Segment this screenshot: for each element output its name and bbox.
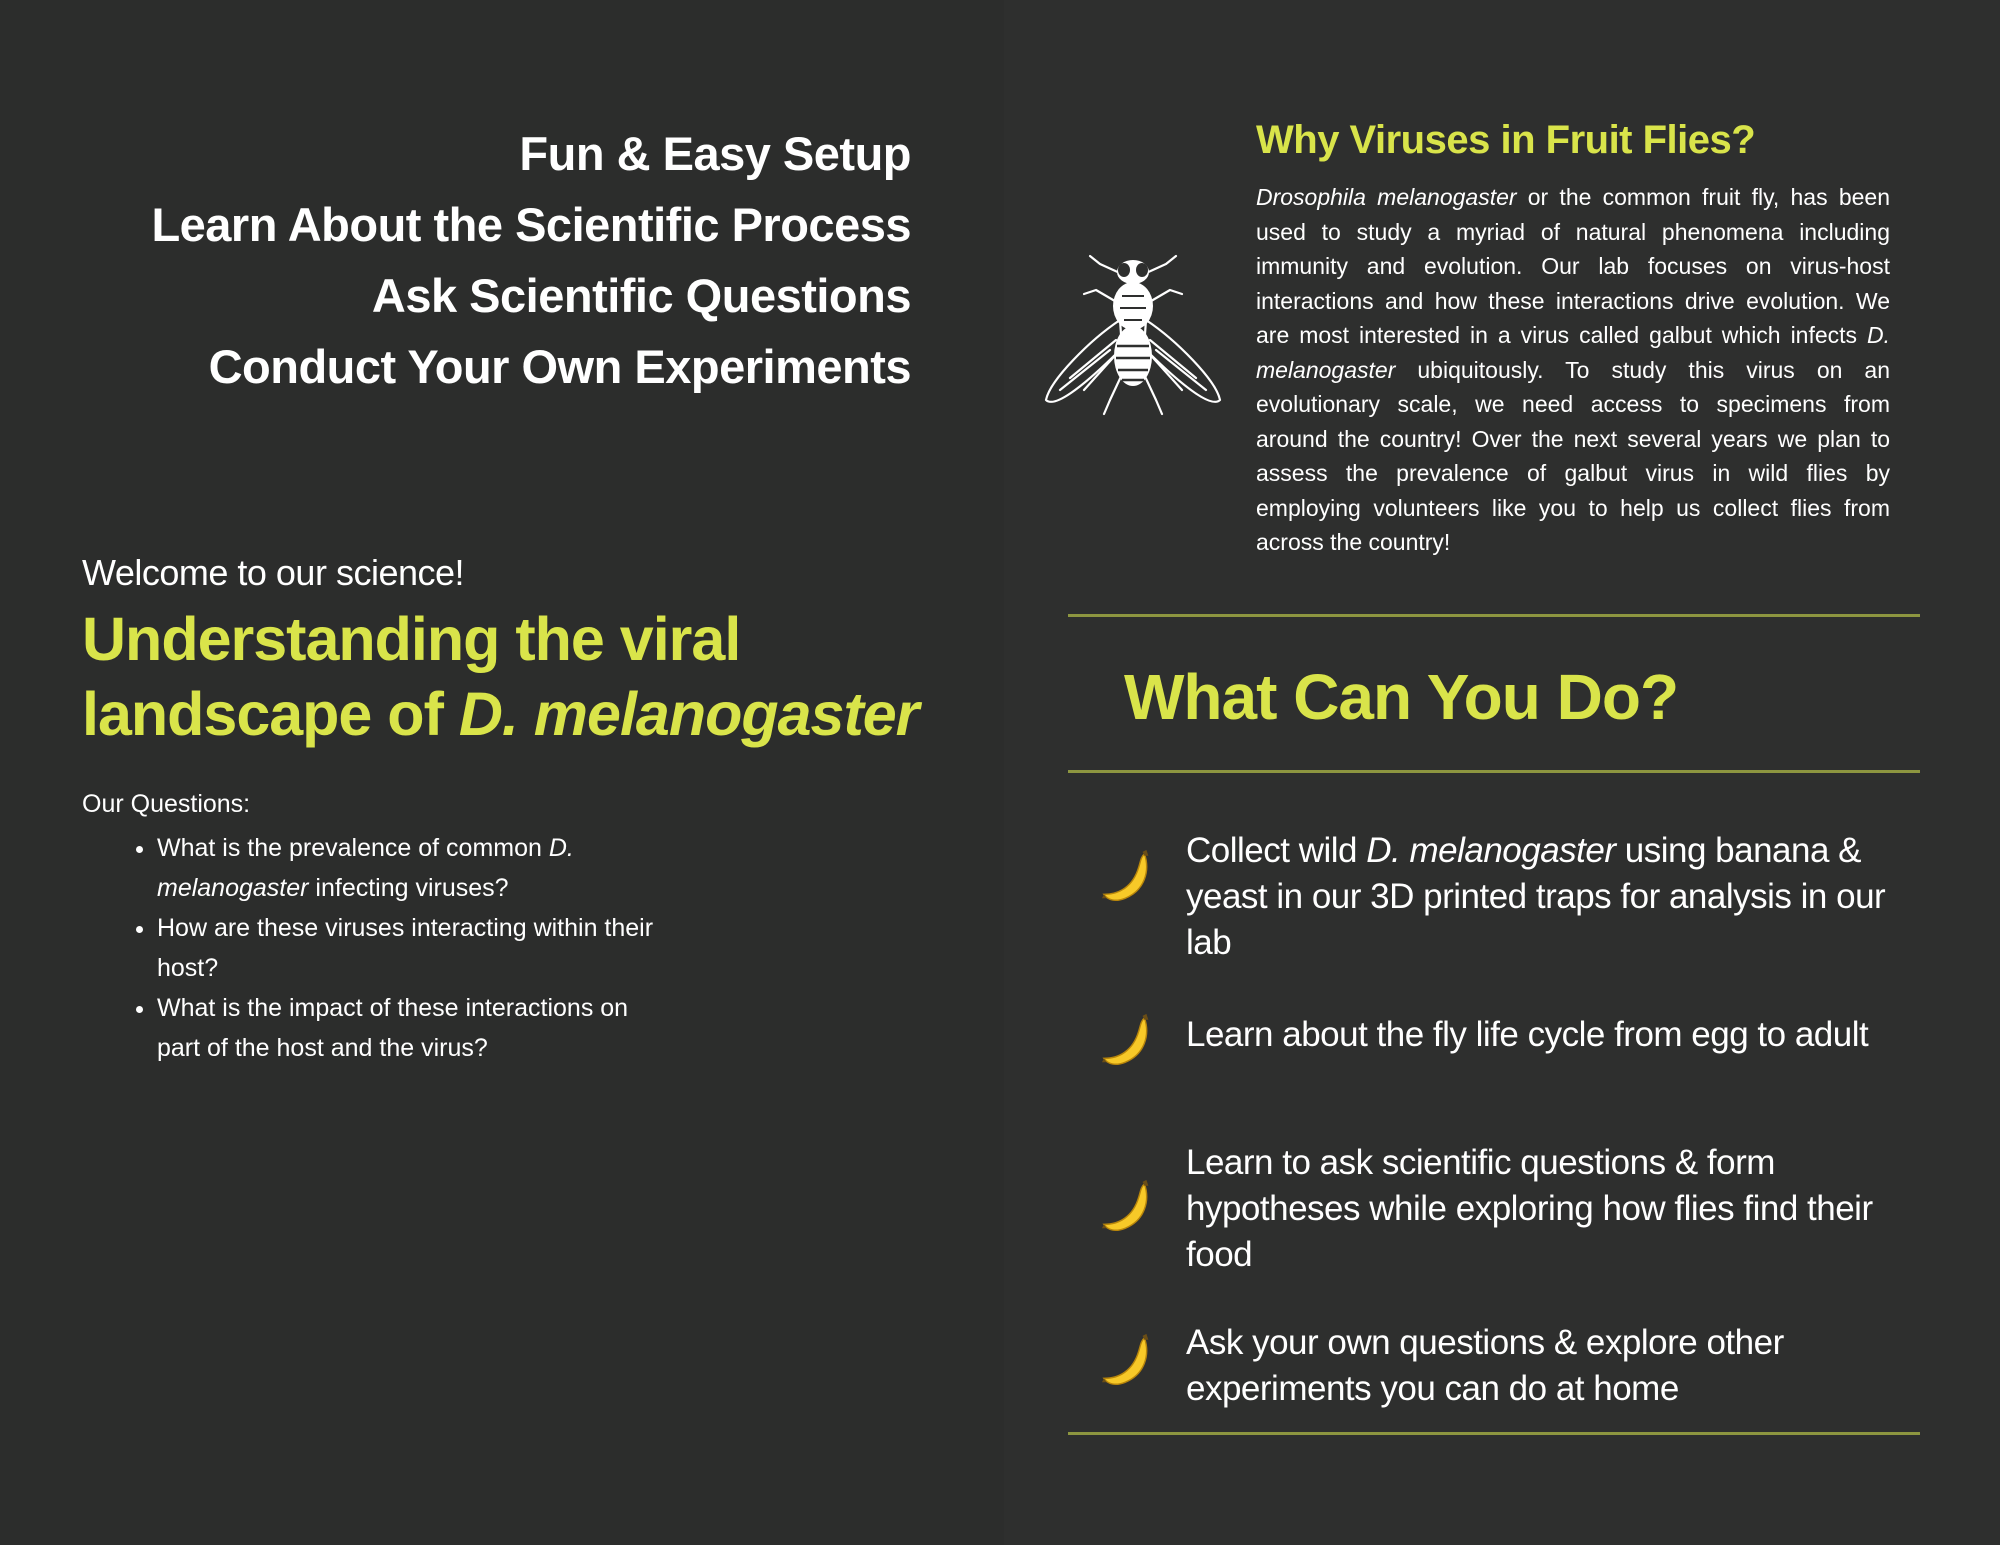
feature-item: Ask Scientific Questions (371, 269, 912, 322)
headline-text: landscape of (82, 680, 459, 748)
action-text-part: Collect wild (1186, 831, 1367, 870)
fly-illustration-icon (1040, 250, 1226, 420)
headline-line-2: landscape of D. melanogaster (82, 677, 962, 752)
questions-label: Our Questions: (82, 790, 251, 818)
divider (1068, 1432, 1920, 1435)
paragraph-text: or the common fruit fly, has been used t… (1256, 184, 1890, 348)
banana-icon (1101, 1333, 1149, 1385)
feature-item: Learn About the Scientific Process (151, 198, 911, 251)
divider (1068, 614, 1920, 617)
question-text: What is the prevalence of common (157, 834, 549, 862)
banana-icon (1101, 849, 1149, 901)
left-panel: Fun & Easy Setup Learn About the Scienti… (0, 0, 1004, 1545)
why-paragraph: Drosophila melanogaster or the common fr… (1256, 180, 1890, 560)
page-headline: Understanding the viral landscape of D. … (82, 602, 962, 752)
question-text: infecting viruses? (308, 874, 509, 902)
feature-item: Fun & Easy Setup (519, 127, 911, 180)
species-name: D. melanogaster (458, 680, 920, 748)
banana-icon (1101, 1013, 1149, 1065)
action-text: Learn to ask scientific questions & form… (1186, 1143, 1873, 1274)
list-item: How are these viruses interacting within… (157, 908, 677, 988)
action-text: Collect wild D. melanogaster using banan… (1186, 828, 1906, 966)
species-name: D. melanogaster (157, 834, 574, 902)
species-name: D. melanogaster (1366, 831, 1616, 870)
list-item: What is the prevalence of common D. mela… (157, 828, 677, 908)
list-item: What is the impact of these interactions… (157, 988, 677, 1068)
species-name: D. melanogaster (1256, 322, 1890, 383)
welcome-text: Welcome to our science! (82, 552, 465, 593)
species-name: Drosophila melanogaster (1256, 184, 1517, 210)
divider (1068, 770, 1920, 773)
section-title-why: Why Viruses in Fruit Flies? (1256, 118, 1756, 162)
questions-list: What is the prevalence of common D. mela… (127, 828, 677, 1068)
action-text-part: using banana & yeast in our 3D printed t… (1186, 831, 1886, 962)
headline-line-1: Understanding the viral (82, 605, 741, 673)
action-text: Learn about the fly life cycle from egg … (1186, 1015, 1869, 1054)
feature-list: Fun & Easy Setup Learn About the Scienti… (151, 118, 911, 402)
banana-icon (1101, 1179, 1149, 1231)
section-title-do: What Can You Do? (1124, 661, 1679, 733)
feature-item: Conduct Your Own Experiments (208, 340, 912, 393)
right-panel: Why Viruses in Fruit Flies? (1004, 0, 2000, 1545)
action-text: Ask your own questions & explore other e… (1186, 1323, 1784, 1408)
paragraph-text: ubiquitously. To study this virus on an … (1256, 356, 1890, 556)
